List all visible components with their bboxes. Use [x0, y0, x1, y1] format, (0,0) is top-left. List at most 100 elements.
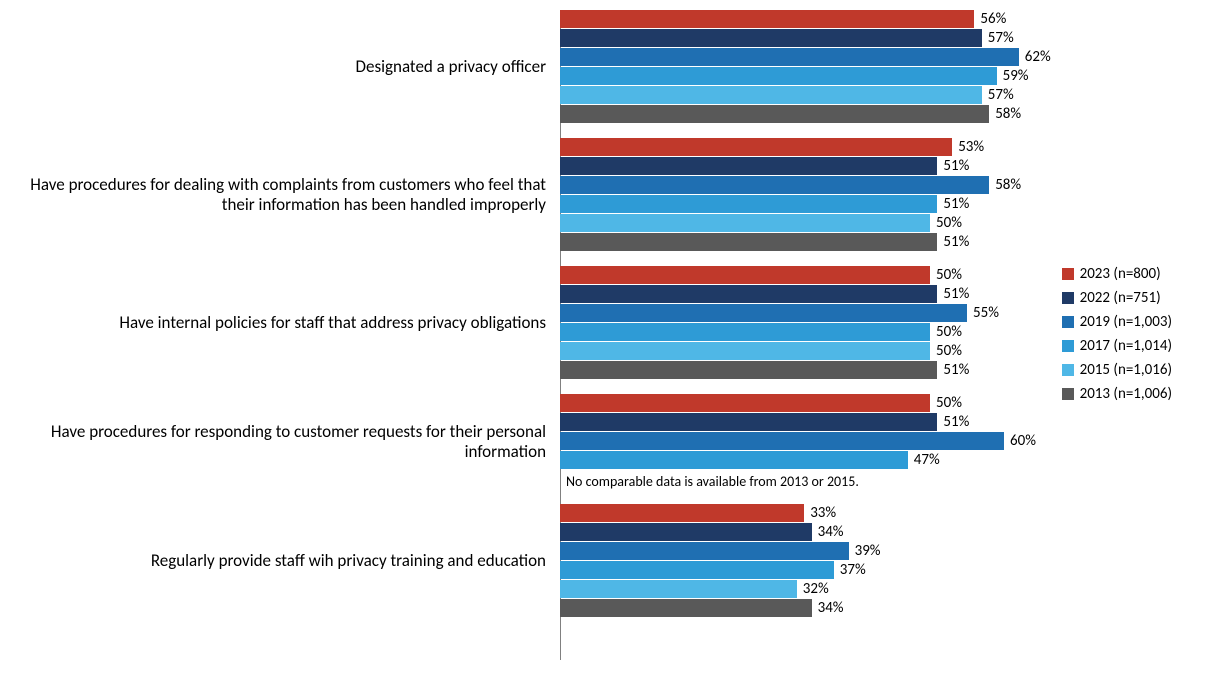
- group-bars: 53%51%58%51%50%51%: [560, 138, 1021, 252]
- bar-y2015: [560, 342, 930, 360]
- bar-value-label: 51%: [937, 361, 969, 379]
- bar-row: 57%: [560, 86, 1051, 104]
- bar-y2015: [560, 86, 982, 104]
- bar-row: 50%: [560, 323, 999, 341]
- legend-label: 2015 (n=1,016): [1080, 361, 1172, 379]
- bar-y2022: [560, 413, 937, 431]
- bar-y2013: [560, 105, 989, 123]
- bar-row: 59%: [560, 67, 1051, 85]
- bar-value-label: 33%: [804, 504, 836, 522]
- bar-value-label: 51%: [937, 233, 969, 251]
- legend-item-y2022: 2022 (n=751): [1062, 289, 1172, 307]
- bar-row: 50%: [560, 266, 999, 284]
- bar-y2023: [560, 266, 930, 284]
- group-bars: 33%34%39%37%32%34%: [560, 504, 881, 618]
- bar-y2023: [560, 394, 930, 412]
- legend-swatch: [1062, 292, 1074, 304]
- bar-y2022: [560, 523, 812, 541]
- chart-group: Regularly provide staff wih privacy trai…: [0, 504, 1210, 618]
- bar-row: 33%: [560, 504, 881, 522]
- bar-row: 47%: [560, 451, 1036, 469]
- bar-y2019: [560, 304, 967, 322]
- bar-value-label: 53%: [952, 138, 984, 156]
- bar-row: 56%: [560, 10, 1051, 28]
- bar-value-label: 58%: [989, 105, 1021, 123]
- legend-item-y2015: 2015 (n=1,016): [1062, 361, 1172, 379]
- bar-value-label: 37%: [834, 561, 866, 579]
- bar-row: 37%: [560, 561, 881, 579]
- legend-swatch: [1062, 388, 1074, 400]
- chart-group: Have internal policies for staff that ad…: [0, 266, 1210, 380]
- bar-value-label: 51%: [937, 413, 969, 431]
- group-note: No comparable data is available from 201…: [560, 473, 1036, 490]
- legend-swatch: [1062, 268, 1074, 280]
- bar-y2019: [560, 176, 989, 194]
- bar-y2017: [560, 195, 937, 213]
- bar-value-label: 51%: [937, 157, 969, 175]
- bar-row: 50%: [560, 394, 1036, 412]
- bar-y2015: [560, 580, 797, 598]
- legend-item-y2019: 2019 (n=1,003): [1062, 313, 1172, 331]
- legend-label: 2017 (n=1,014): [1080, 337, 1172, 355]
- legend-label: 2023 (n=800): [1080, 265, 1161, 283]
- bar-y2017: [560, 451, 908, 469]
- legend-label: 2019 (n=1,003): [1080, 313, 1172, 331]
- bar-y2023: [560, 10, 974, 28]
- bar-y2019: [560, 542, 849, 560]
- legend-swatch: [1062, 364, 1074, 376]
- legend: 2023 (n=800) 2022 (n=751) 2019 (n=1,003) 20…: [1062, 265, 1172, 409]
- bar-value-label: 50%: [930, 214, 962, 232]
- bar-y2023: [560, 504, 804, 522]
- bar-y2022: [560, 157, 937, 175]
- legend-swatch: [1062, 316, 1074, 328]
- bar-value-label: 56%: [974, 10, 1006, 28]
- bar-y2015: [560, 214, 930, 232]
- chart-group: Have procedures for responding to custom…: [0, 394, 1210, 490]
- bar-y2013: [560, 599, 812, 617]
- group-label: Have procedures for responding to custom…: [0, 422, 560, 463]
- bar-row: 50%: [560, 214, 1021, 232]
- group-bars: 50%51%55%50%50%51%: [560, 266, 999, 380]
- bar-row: 51%: [560, 195, 1021, 213]
- bar-row: 34%: [560, 523, 881, 541]
- group-bars: 56%57%62%59%57%58%: [560, 10, 1051, 124]
- legend-item-y2013: 2013 (n=1,006): [1062, 385, 1172, 403]
- bar-row: 60%: [560, 432, 1036, 450]
- bar-row: 55%: [560, 304, 999, 322]
- bar-row: 39%: [560, 542, 881, 560]
- legend-item-y2023: 2023 (n=800): [1062, 265, 1172, 283]
- group-label: Have internal policies for staff that ad…: [0, 313, 560, 333]
- bar-value-label: 58%: [989, 176, 1021, 194]
- bar-value-label: 50%: [930, 342, 962, 360]
- bar-value-label: 34%: [812, 599, 844, 617]
- group-label: Designated a privacy officer: [0, 57, 560, 77]
- bar-row: 53%: [560, 138, 1021, 156]
- bar-value-label: 39%: [849, 542, 881, 560]
- legend-label: 2022 (n=751): [1080, 289, 1161, 307]
- bar-value-label: 60%: [1004, 432, 1036, 450]
- bar-row: 51%: [560, 285, 999, 303]
- bar-value-label: 62%: [1019, 48, 1051, 66]
- bar-row: 57%: [560, 29, 1051, 47]
- bar-value-label: 57%: [982, 29, 1014, 47]
- bar-row: 51%: [560, 413, 1036, 431]
- bar-value-label: 50%: [930, 323, 962, 341]
- bar-value-label: 57%: [982, 86, 1014, 104]
- bar-row: 62%: [560, 48, 1051, 66]
- legend-item-y2017: 2017 (n=1,014): [1062, 337, 1172, 355]
- group-label: Have procedures for dealing with complai…: [0, 175, 560, 216]
- bar-y2023: [560, 138, 952, 156]
- chart-groups: Designated a privacy officer56%57%62%59%…: [0, 10, 1210, 618]
- bar-y2013: [560, 361, 937, 379]
- bar-row: 51%: [560, 361, 999, 379]
- chart-group: Designated a privacy officer56%57%62%59%…: [0, 10, 1210, 124]
- bar-value-label: 51%: [937, 195, 969, 213]
- bar-y2017: [560, 323, 930, 341]
- bar-y2017: [560, 561, 834, 579]
- legend-swatch: [1062, 340, 1074, 352]
- group-label: Regularly provide staff wih privacy trai…: [0, 551, 560, 571]
- legend-label: 2013 (n=1,006): [1080, 385, 1172, 403]
- bar-row: 58%: [560, 176, 1021, 194]
- bar-value-label: 32%: [797, 580, 829, 598]
- bar-row: 51%: [560, 157, 1021, 175]
